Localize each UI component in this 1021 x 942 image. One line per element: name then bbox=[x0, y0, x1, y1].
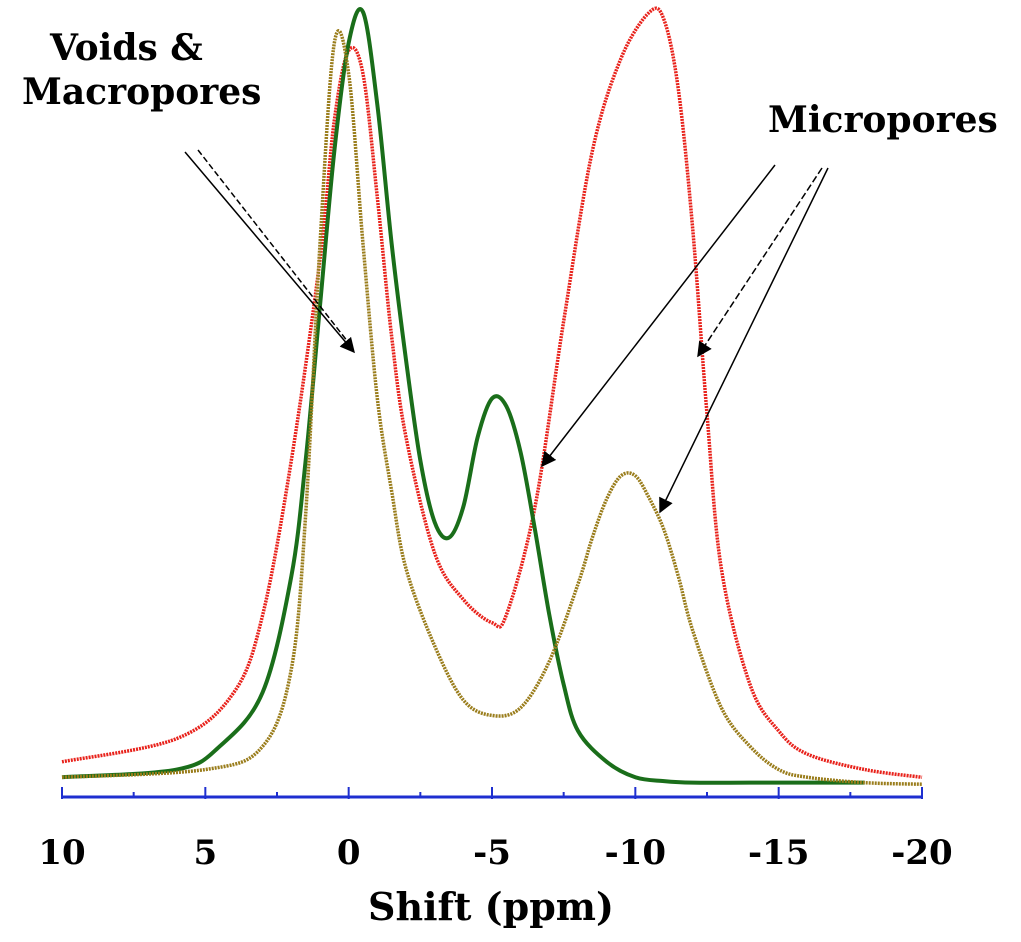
series-layer bbox=[61, 6, 923, 786]
arrow-voids-1 bbox=[184, 151, 355, 354]
arrow-voids-2 bbox=[197, 149, 349, 343]
x-tick-label: 0 bbox=[337, 833, 361, 873]
x-tick-labels: 10 5 0 -5 -10 -15 -20 bbox=[38, 833, 952, 873]
x-tick-label: -20 bbox=[891, 833, 952, 873]
x-tick-label: 5 bbox=[193, 833, 217, 873]
arrow-micropores-green bbox=[541, 164, 776, 468]
series-line-3 bbox=[61, 29, 923, 786]
x-axis bbox=[61, 787, 923, 799]
arrow-micropores-brown bbox=[659, 167, 829, 514]
x-tick-label: -10 bbox=[605, 833, 666, 873]
series-line-1 bbox=[61, 6, 923, 780]
annotation-micropores: Micropores bbox=[541, 99, 998, 514]
annotation-voids-macropores: Voids & Macropores bbox=[22, 27, 355, 354]
x-tick-label: -15 bbox=[748, 833, 809, 873]
annotation-voids-line1: Voids & bbox=[49, 27, 203, 69]
x-tick-label: -5 bbox=[473, 833, 511, 873]
arrow-micropores-red bbox=[697, 167, 823, 358]
annotation-voids-line2: Macropores bbox=[22, 71, 261, 113]
x-tick-label: 10 bbox=[38, 833, 85, 873]
x-axis-title: Shift (ppm) bbox=[368, 884, 614, 929]
series-line-2 bbox=[61, 7, 865, 785]
annotation-micropores-label: Micropores bbox=[768, 99, 998, 141]
